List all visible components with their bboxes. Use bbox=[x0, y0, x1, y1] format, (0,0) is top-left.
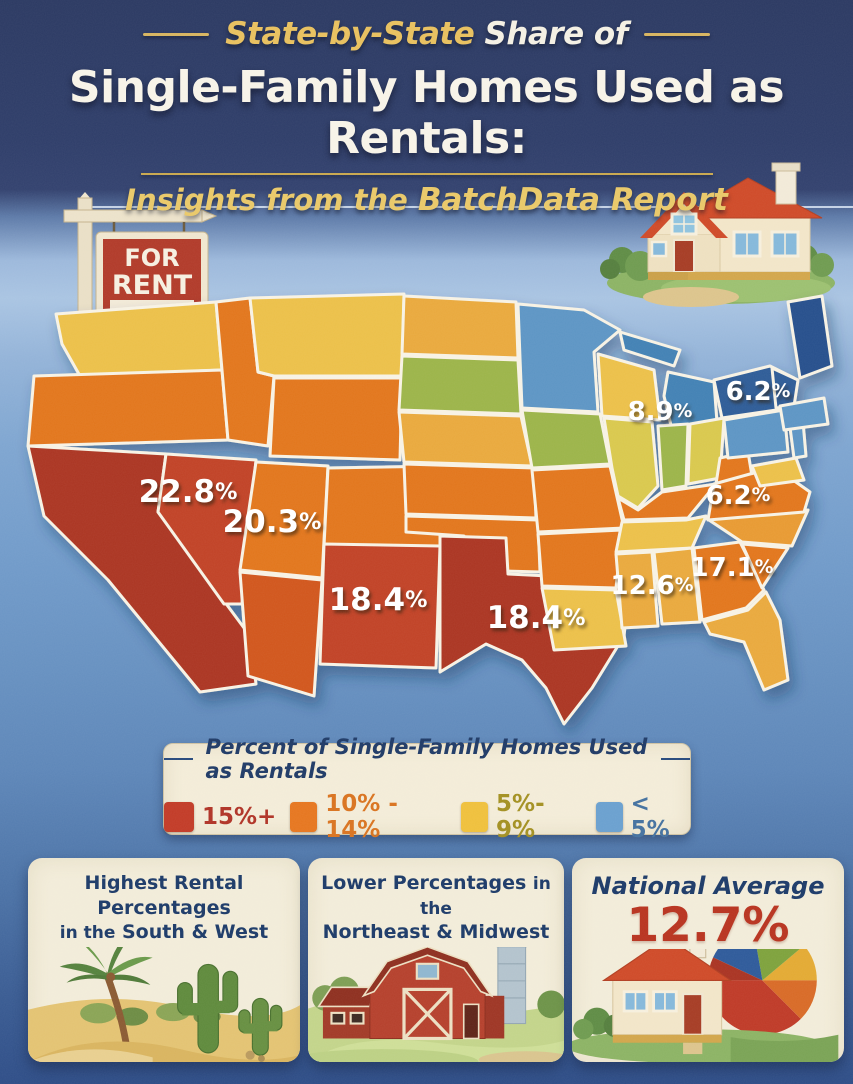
state-arizona bbox=[238, 570, 324, 698]
legend-swatch bbox=[164, 802, 194, 832]
subtitle: Insights from the BatchData Report bbox=[0, 182, 853, 218]
subtitle-strong: BatchData Report bbox=[417, 182, 728, 218]
legend-dash-right bbox=[660, 758, 691, 760]
map-label-utah: 20.3% bbox=[223, 504, 322, 540]
pie-chart bbox=[708, 949, 817, 1035]
legend-item-label: 15%+ bbox=[202, 804, 277, 830]
legend-item-10-14: 10% - 14% bbox=[290, 791, 447, 843]
card-northeast-midwest: Lower Percentages in the Northeast & Mid… bbox=[308, 858, 564, 1062]
legend-title: Percent of Single-Family Homes Used as R… bbox=[205, 735, 648, 783]
kicker-accent: State-by-State bbox=[225, 16, 475, 52]
map-legend: Percent of Single-Family Homes Used as R… bbox=[163, 735, 691, 843]
state-wyoming bbox=[268, 376, 404, 462]
state-missouri bbox=[530, 464, 626, 534]
card-ne-mw-line1-strong: Lower Percentages bbox=[321, 872, 527, 894]
map-label-new-mexico: 18.4% bbox=[329, 582, 428, 618]
legend-swatch bbox=[595, 802, 623, 832]
page-title: Single-Family Homes Used as Rentals: bbox=[68, 62, 785, 164]
choropleth-map: 22.8% 20.3% 18.4% 18.4% 8.9% 6.2% 6.2% 1… bbox=[26, 292, 834, 726]
state-arkansas bbox=[536, 528, 624, 590]
national-average-title: National Average bbox=[591, 872, 825, 900]
state-maine bbox=[786, 294, 834, 380]
state-nebraska bbox=[397, 410, 534, 468]
state-south-dakota bbox=[397, 354, 523, 416]
desert-illustration bbox=[28, 947, 300, 1062]
kicker-dash-right bbox=[643, 32, 710, 36]
for-rent-line1: FOR bbox=[124, 244, 179, 272]
card-south-west-line2-prefix: in the bbox=[59, 923, 116, 944]
subtitle-prefix: Insights from the bbox=[125, 183, 408, 217]
state-kansas bbox=[402, 462, 538, 520]
state-iowa bbox=[520, 408, 612, 470]
barn-illustration bbox=[308, 947, 564, 1062]
kicker-dash-left bbox=[143, 32, 210, 36]
state-oregon bbox=[26, 368, 230, 448]
state-north-dakota bbox=[400, 294, 520, 360]
state-maryland bbox=[750, 456, 806, 488]
card-south-west: Highest Rental Percentages in the South … bbox=[28, 858, 300, 1062]
header: State-by-State Share of Single-Family Ho… bbox=[0, 16, 853, 218]
card-national-average: National Average 12.7% bbox=[572, 858, 844, 1062]
card-northeast-midwest-title: Lower Percentages in the Northeast & Mid… bbox=[308, 858, 564, 947]
legend-item-under-5: < 5% bbox=[595, 791, 690, 843]
state-montana bbox=[248, 292, 406, 378]
legend-item-15plus: 15%+ bbox=[164, 802, 276, 832]
house-pie-illustration bbox=[572, 949, 839, 1062]
card-ne-mw-line2-strong: Northeast & Midwest bbox=[322, 921, 550, 944]
us-map: 22.8% 20.3% 18.4% 18.4% 8.9% 6.2% 6.2% 1… bbox=[16, 288, 838, 758]
legend-item-label: 5%- 9% bbox=[496, 791, 545, 843]
legend-swatch bbox=[290, 802, 318, 832]
state-indiana bbox=[656, 422, 690, 492]
legend-item-label: < 5% bbox=[630, 791, 670, 843]
state-washington bbox=[54, 300, 224, 378]
legend-item-5-9: 5%- 9% bbox=[461, 791, 582, 843]
card-south-west-line1: Highest Rental Percentages bbox=[84, 872, 244, 919]
card-south-west-line2-strong: South & West bbox=[122, 921, 269, 944]
card-south-west-title: Highest Rental Percentages in the South … bbox=[28, 858, 300, 947]
title-divider bbox=[140, 173, 713, 175]
kicker-rest: Share of bbox=[484, 16, 629, 52]
legend-item-label: 10% - 14% bbox=[325, 791, 398, 843]
map-label-texas: 18.4% bbox=[487, 600, 586, 636]
kicker: State-by-State Share of bbox=[0, 16, 853, 52]
national-average-value: 12.7% bbox=[626, 898, 790, 953]
state-michigan-upper bbox=[618, 330, 682, 368]
legend-swatch bbox=[461, 802, 489, 832]
legend-dash-left bbox=[164, 758, 194, 760]
